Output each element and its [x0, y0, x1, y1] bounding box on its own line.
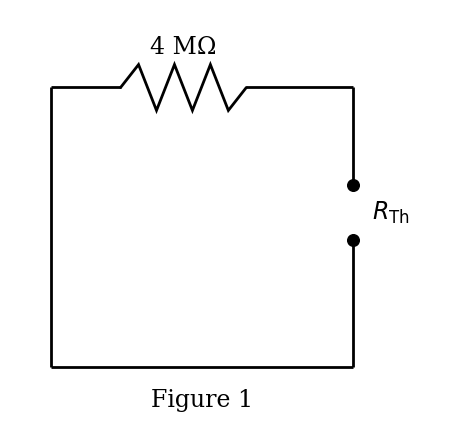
Text: Figure 1: Figure 1 [151, 389, 253, 413]
Text: 4 MΩ: 4 MΩ [150, 37, 217, 60]
Point [350, 236, 357, 243]
Text: $R_{\mathrm{Th}}$: $R_{\mathrm{Th}}$ [372, 199, 410, 226]
Point [350, 182, 357, 189]
